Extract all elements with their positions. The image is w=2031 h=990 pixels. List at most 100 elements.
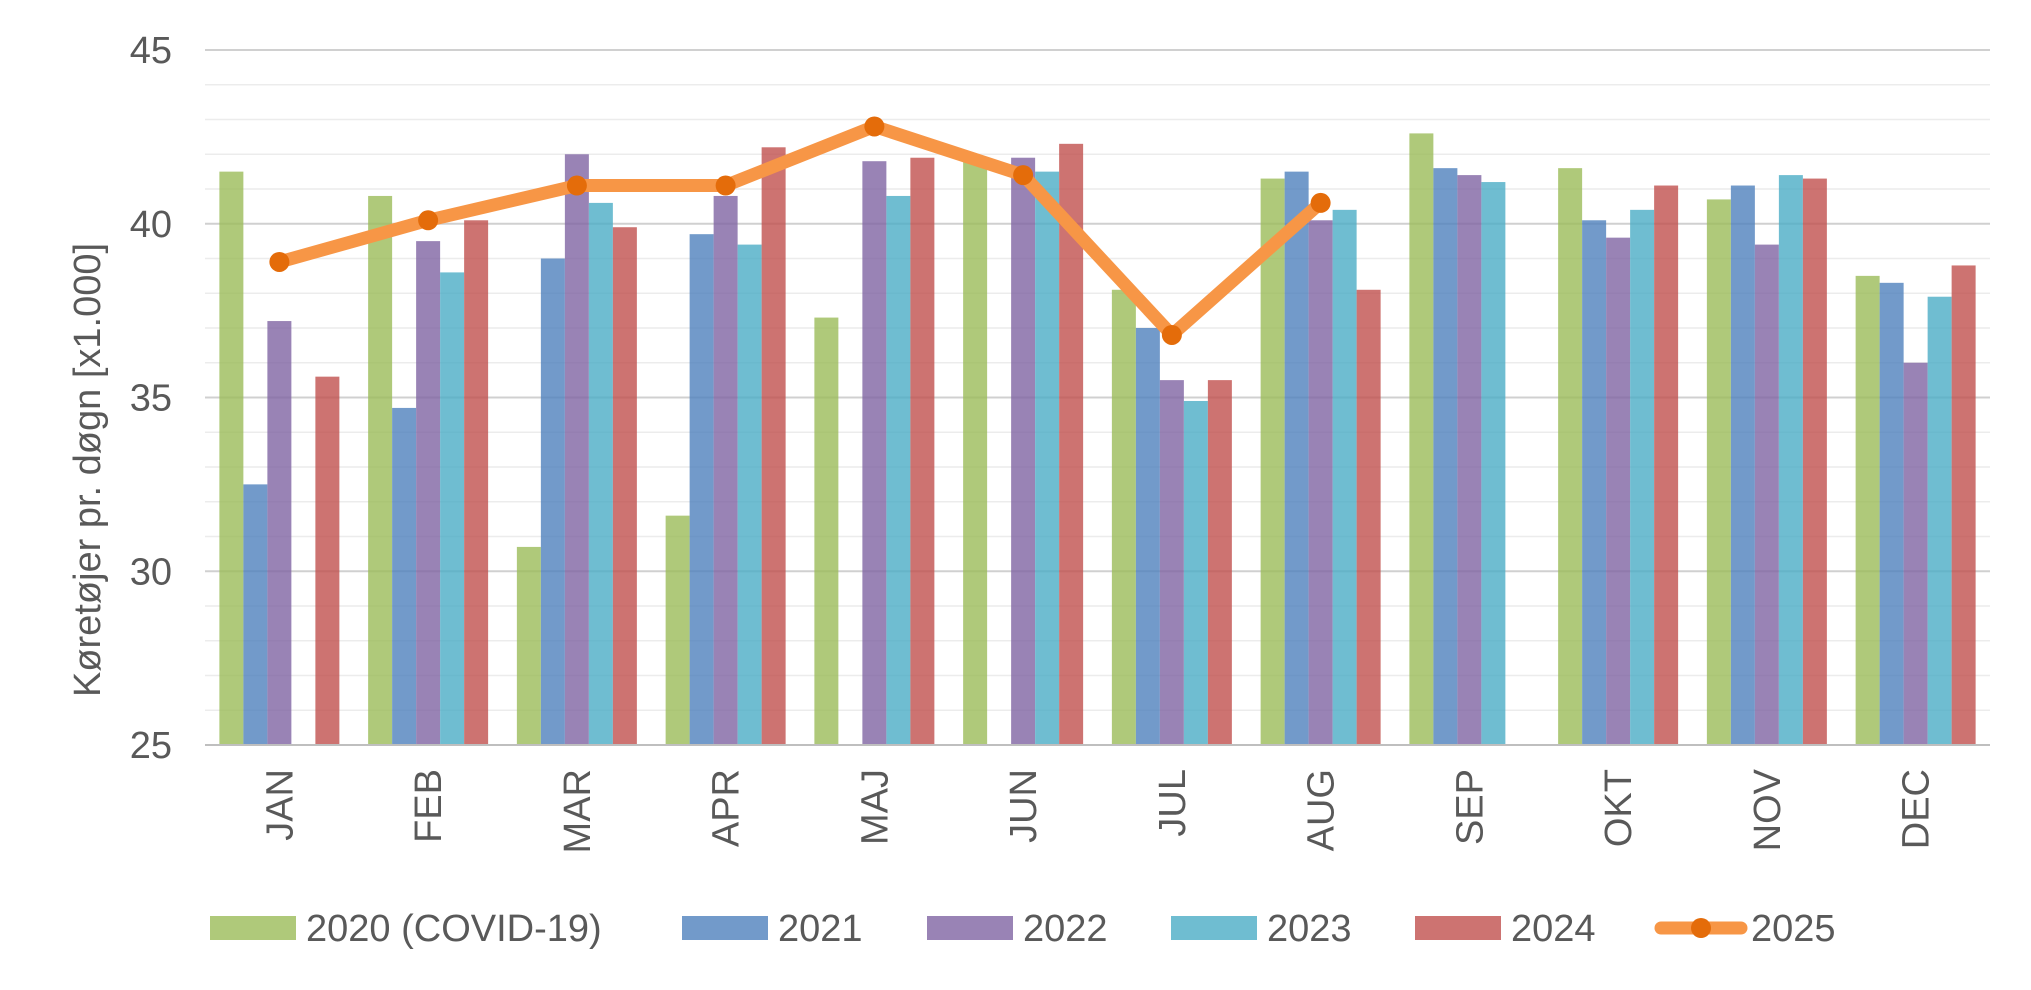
legend-item: 2025 [1654,908,1836,950]
bar-2021-feb [392,407,417,745]
y-tick-label: 30 [130,551,172,593]
legend-marker [1691,918,1711,938]
y-tick-label: 35 [130,378,172,420]
legend-label: 2021 [778,908,863,950]
bar-2020-sep [1409,133,1434,745]
x-tick-label: DEC [1896,769,1938,849]
bar-2020-mar [516,546,541,745]
y-tick-label: 45 [130,30,172,72]
bar-2021-mar [540,258,565,745]
x-tick-label: JAN [259,769,301,841]
y-axis-title: Køretøjer pr. døgn [x1.000] [67,243,109,697]
legend: 2020 (COVID-19) 2021 2022 2023 2024 2025 [210,908,1836,950]
bar-2024-maj [910,157,935,746]
legend-label: 2022 [1023,908,1108,950]
y-tick-labels: 25 30 35 40 45 [130,30,172,767]
point-2025-apr [715,175,736,196]
x-tick-label: JUL [1152,769,1194,837]
bar-2020-jul [1111,289,1136,745]
y-tick-label: 25 [130,725,172,767]
point-2025-feb [418,210,439,231]
bar-2022-dec [1903,362,1928,745]
legend-swatch [210,916,296,940]
legend-label: 2024 [1511,908,1596,950]
line-2025 [272,119,1328,342]
x-tick-label: FEB [408,769,450,843]
bar-2024-nov [1802,178,1827,745]
bar-2021-nov [1730,185,1755,745]
bar-2021-sep [1433,168,1458,745]
line-series [269,116,1331,345]
bar-2022-nov [1754,244,1779,745]
bar-2024-okt [1654,185,1679,745]
bars [219,133,1976,746]
point-2025-maj [864,116,885,137]
x-tick-label: JUN [1003,769,1045,843]
legend-swatch [1171,916,1257,940]
bar-2024-dec [1951,265,1976,745]
bar-2022-feb [416,241,441,745]
bar-2020-maj [814,317,839,745]
bar-2023-aug [1332,209,1357,746]
bar-2021-jul [1135,328,1160,745]
bar-2022-apr [713,195,738,745]
legend-item: 2024 [1415,908,1596,950]
legend-swatch [1415,916,1501,940]
bar-2021-dec [1879,282,1904,745]
point-2025-jan [269,251,290,272]
bar-2022-mar [564,154,589,745]
bar-2024-mar [612,227,637,746]
point-2025-mar [566,175,587,196]
bar-2024-aug [1356,289,1381,745]
bar-2023-okt [1630,209,1655,746]
bar-2022-aug [1308,220,1333,745]
bar-2020-apr [665,515,690,745]
bar-2020-jan [219,171,244,745]
bar-2023-maj [886,195,911,745]
x-tick-label: AUG [1301,769,1343,851]
bar-2022-maj [862,161,887,745]
bar-2024-jul [1207,380,1232,745]
bar-2022-jul [1159,380,1184,745]
legend-item: 2022 [927,908,1108,950]
bar-2022-okt [1606,237,1631,745]
bar-2021-apr [689,234,714,746]
bar-2022-jan [267,321,292,745]
bar-2024-feb [464,220,489,745]
x-tick-labels: JAN FEB MAR APR MAJ JUN JUL AUG SEP OKT NOV DEC [259,768,1937,853]
bar-2022-sep [1457,175,1482,746]
x-tick-label: APR [706,769,748,847]
bar-2020-feb [368,195,393,745]
point-2025-jul [1161,324,1182,345]
point-2025-jun [1013,165,1034,186]
bar-2022-jun [1011,157,1036,746]
legend-label: 2025 [1751,908,1836,950]
x-tick-label: SEP [1449,769,1491,845]
legend-swatch [927,916,1013,940]
y-tick-label: 40 [130,204,172,246]
bar-2023-apr [737,244,762,745]
bar-2023-mar [588,202,613,745]
point-2025-aug [1310,192,1331,213]
bar-2020-jun [963,161,988,745]
legend-label: 2020 (COVID-19) [306,908,602,950]
bar-2024-jan [315,376,340,745]
x-tick-label: MAR [557,769,599,853]
x-tick-label: NOV [1747,768,1789,851]
legend-label: 2023 [1267,908,1352,950]
x-tick-label: OKT [1598,769,1640,847]
bar-2020-okt [1558,168,1583,745]
bar-2024-apr [761,147,786,746]
bar-2023-feb [440,272,465,745]
bar-2023-jul [1183,400,1208,745]
legend-item: 2020 (COVID-19) [210,908,602,950]
bar-2023-dec [1927,296,1952,745]
bar-2021-jan [243,484,268,745]
legend-item: 2023 [1171,908,1352,950]
bar-2023-nov [1778,175,1803,746]
bar-2021-okt [1582,220,1607,745]
bar-2020-dec [1855,275,1880,745]
bar-2023-sep [1481,182,1506,746]
bar-2020-nov [1706,199,1731,746]
